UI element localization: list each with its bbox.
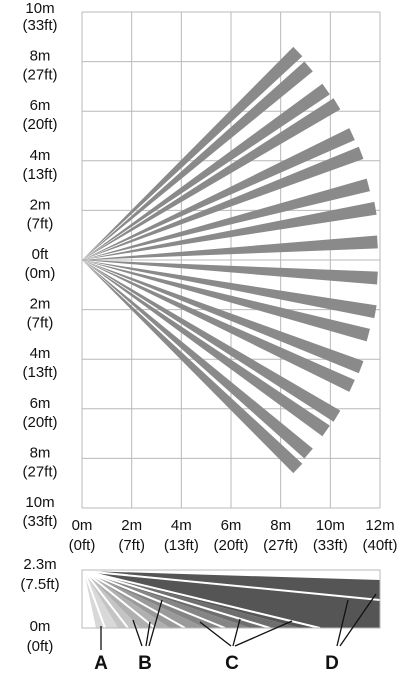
beam [82, 260, 378, 285]
y-label-alt: (7ft) [27, 215, 54, 232]
beam [82, 61, 313, 260]
y-label: 6m [30, 97, 51, 114]
x-label: 2m [121, 517, 142, 534]
x-label-alt: (20ft) [213, 537, 248, 554]
side-frame [81, 569, 381, 629]
x-label-alt: (13ft) [164, 537, 199, 554]
x-label: 4m [171, 517, 192, 534]
wedge-b1 [84, 571, 170, 628]
side-y-label-alt: (7.5ft) [20, 576, 59, 593]
beam [82, 83, 330, 261]
x-label: 6m [221, 517, 242, 534]
y-label: 10m [25, 494, 54, 511]
x-label-alt: (7ft) [118, 537, 145, 554]
beam [82, 201, 377, 260]
y-label: 2m [30, 296, 51, 313]
y-label-alt: (20ft) [22, 116, 57, 133]
beam [82, 146, 364, 260]
y-label: 2m [30, 196, 51, 213]
beam [82, 98, 341, 260]
side-y-label: 2.3m [23, 556, 56, 573]
y-label: 4m [30, 345, 51, 362]
side-y-label-alt: (0ft) [27, 638, 54, 655]
beam [82, 235, 378, 260]
side-view [81, 569, 381, 650]
top-view-beams [82, 46, 378, 474]
x-label-alt: (27ft) [263, 537, 298, 554]
y-label: 8m [30, 444, 51, 461]
y-label-alt: (27ft) [22, 463, 57, 480]
x-label-alt: (0ft) [69, 537, 96, 554]
zone-label: D [325, 653, 339, 674]
y-label-alt: (33ft) [22, 17, 57, 34]
x-label: 0m [72, 517, 93, 534]
x-label: 10m [316, 517, 345, 534]
y-label: 6m [30, 395, 51, 412]
y-label-alt: (20ft) [22, 414, 57, 431]
top-view-grid [81, 11, 381, 509]
wedge-gaps [83, 570, 381, 629]
y-label-alt: (27ft) [22, 67, 57, 84]
beam [82, 260, 364, 374]
y-label: 8m [30, 48, 51, 65]
y-label-alt: (0m) [25, 265, 56, 282]
zone-label: B [138, 653, 152, 674]
wedge-a [84, 571, 118, 628]
beam [82, 260, 313, 459]
beam [82, 128, 355, 260]
zone-label: A [94, 653, 108, 674]
wedge-c1 [84, 571, 300, 628]
y-label-alt: (13ft) [22, 364, 57, 381]
x-label-alt: (40ft) [362, 537, 397, 554]
wedge-b2 [84, 571, 140, 628]
y-label: 4m [30, 147, 51, 164]
x-label-alt: (33ft) [313, 537, 348, 554]
beam [82, 260, 377, 319]
beam [82, 178, 370, 260]
beam [82, 46, 303, 260]
y-label-alt: (33ft) [22, 513, 57, 530]
y-label-alt: (7ft) [27, 315, 54, 332]
y-label: 10m [25, 0, 54, 17]
beam [82, 260, 341, 422]
wedge-c2 [84, 571, 250, 628]
x-label: 12m [365, 517, 394, 534]
beam [82, 260, 370, 342]
labels: 10m(33ft)8m(27ft)6m(20ft)4m(13ft)2m(7ft)… [20, 0, 397, 674]
x-label: 8m [270, 517, 291, 534]
wedge-c3 [84, 571, 205, 628]
side-y-label: 0m [30, 618, 51, 635]
zone-pointers [100, 593, 377, 650]
zone-label: C [225, 653, 239, 674]
beam [82, 260, 330, 437]
beam [82, 260, 303, 474]
y-label: 0ft [32, 246, 50, 263]
wedge-d [84, 571, 380, 628]
y-label-alt: (13ft) [22, 166, 57, 183]
beam [82, 260, 355, 392]
